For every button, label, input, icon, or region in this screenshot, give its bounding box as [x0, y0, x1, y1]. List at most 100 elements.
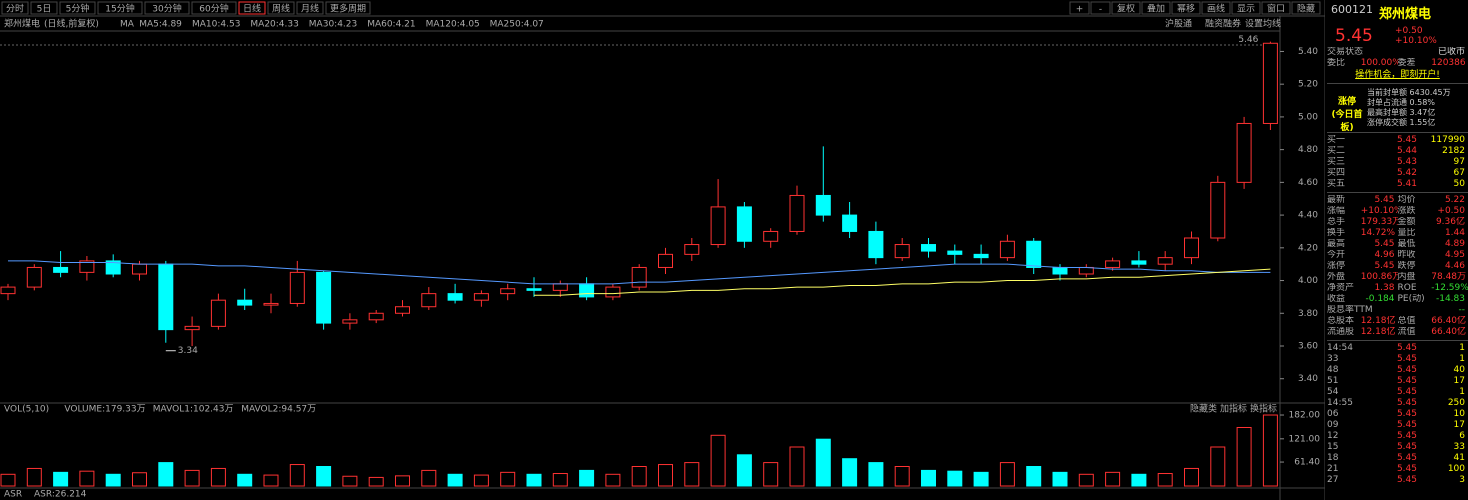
candle-body: [973, 253, 989, 259]
y-tick-label: 4.00: [1298, 276, 1318, 286]
volume-bar: [53, 471, 69, 487]
candle-body: [316, 271, 332, 324]
stats-cell: 最新: [1327, 195, 1346, 205]
tool-label[interactable]: 隐藏: [1297, 3, 1315, 15]
period-label[interactable]: 分时: [6, 3, 24, 15]
stats-cell: 5.45: [1374, 261, 1395, 271]
stats-cell: 总股本: [1327, 316, 1355, 326]
volume-bar: [631, 466, 647, 487]
period-label[interactable]: 日线: [243, 3, 261, 15]
trade-cell: 51: [1327, 376, 1339, 386]
ma-legend: MA5:4.89: [139, 20, 182, 30]
period-label[interactable]: 更多周期: [330, 3, 366, 15]
tool-button[interactable]: [1141, 1, 1171, 15]
asr-label: ASR:26.214: [34, 490, 87, 500]
period-label[interactable]: 5日: [37, 4, 52, 15]
tool-button[interactable]: [1111, 1, 1141, 15]
period-button[interactable]: [97, 1, 143, 15]
period-label[interactable]: 5分钟: [66, 3, 90, 15]
trade-cell: 48: [1327, 365, 1339, 375]
volume-tool[interactable]: 隐藏类: [1190, 403, 1217, 415]
stats-cell: 总值: [1397, 316, 1416, 326]
stats-cell: 5.22: [1444, 195, 1465, 205]
tool-button[interactable]: [1231, 1, 1261, 15]
book-cell: 50: [1453, 179, 1465, 189]
period-button[interactable]: [191, 1, 237, 15]
tool-button[interactable]: [1291, 1, 1321, 15]
volume-tool[interactable]: 加指标: [1220, 403, 1247, 415]
trade-cell: 18: [1327, 453, 1339, 463]
stock-code: 600121: [1331, 3, 1373, 16]
volume-bar: [973, 471, 989, 487]
status-row: 交易状态 已收市: [1327, 47, 1468, 58]
period-label[interactable]: 15分钟: [105, 3, 134, 15]
volume-bar: [1052, 471, 1068, 487]
period-button[interactable]: [1, 1, 29, 15]
candle-body: [815, 194, 831, 216]
stats-cell: PE(动): [1397, 294, 1425, 304]
trade-cell: 5.45: [1396, 420, 1417, 430]
trade-cell: 5.45: [1396, 343, 1417, 353]
ma-legend: MA250:4.07: [490, 20, 544, 30]
candle-body: [79, 260, 95, 273]
chart-link[interactable]: 设置均线: [1245, 18, 1281, 30]
tool-button[interactable]: [1261, 1, 1291, 15]
period-button[interactable]: [296, 1, 324, 15]
chart-link[interactable]: 融资融券: [1205, 18, 1241, 30]
trade-cell: 5.45: [1396, 398, 1417, 408]
trade-row: 09 5.45 17: [1327, 420, 1468, 431]
candle-body: [552, 283, 568, 291]
tool-button[interactable]: [1201, 1, 1231, 15]
tool-label[interactable]: -: [1099, 5, 1102, 15]
book-cell: 买一: [1327, 135, 1346, 145]
limit-note: (今日首板): [1331, 110, 1363, 133]
stats-cell: +10.10%: [1360, 206, 1398, 216]
candle-body: [1105, 260, 1121, 268]
chart-link[interactable]: 沪股通: [1165, 18, 1192, 30]
candle-body: [1131, 260, 1147, 265]
tool-button[interactable]: [1069, 1, 1090, 15]
trade-cell: 1: [1459, 343, 1465, 353]
volume-bar: [210, 467, 226, 487]
tool-label[interactable]: 窗口: [1267, 3, 1285, 15]
candle-body: [1262, 42, 1278, 124]
y-tick-label: 4.20: [1298, 243, 1318, 253]
period-label[interactable]: 60分钟: [199, 3, 228, 15]
tool-label[interactable]: 画线: [1207, 3, 1225, 15]
stats-cell: 4.46: [1444, 261, 1465, 271]
tool-label[interactable]: +: [1076, 5, 1084, 15]
period-button[interactable]: [325, 1, 371, 15]
volume-legend: MAVOL2:94.57万: [241, 405, 316, 415]
stats-cell: 涨幅: [1327, 206, 1346, 216]
tool-button[interactable]: [1090, 1, 1111, 15]
period-button[interactable]: [267, 1, 295, 15]
period-label[interactable]: 周线: [272, 3, 290, 15]
asr-label: ASR: [4, 490, 22, 500]
tool-button[interactable]: [1171, 1, 1201, 15]
trade-row: 54 5.45 1: [1327, 387, 1468, 398]
period-button[interactable]: [59, 1, 96, 15]
period-label[interactable]: 30分钟: [152, 3, 181, 15]
volume-bar: [342, 475, 358, 487]
stats-row: 股息率TTM --: [1327, 305, 1468, 316]
period-button[interactable]: [30, 1, 58, 15]
stats-cell: 1.44: [1444, 228, 1465, 238]
period-button[interactable]: [238, 1, 266, 15]
promo[interactable]: 操作机会，即刻开户!: [1355, 70, 1440, 80]
volume-tool[interactable]: 换指标: [1250, 403, 1277, 415]
candle-body: [736, 206, 752, 242]
tool-label[interactable]: 复权: [1117, 3, 1135, 15]
tool-label[interactable]: 显示: [1237, 4, 1255, 15]
period-label[interactable]: 月线: [301, 3, 319, 15]
tool-label[interactable]: 叠加: [1147, 4, 1165, 15]
chart-subtitle: (日线,前复权): [44, 18, 99, 30]
candle-body: [1052, 266, 1068, 275]
volume-bar: [263, 474, 279, 487]
stats-cell: 66.40亿: [1431, 316, 1467, 326]
ratio-cell: 120386: [1431, 58, 1466, 68]
tool-label[interactable]: 幂移: [1177, 3, 1195, 15]
period-button[interactable]: [144, 1, 190, 15]
stats-cell: 最低: [1397, 239, 1416, 249]
candle-body: [999, 240, 1015, 259]
trade-cell: 09: [1327, 420, 1339, 430]
